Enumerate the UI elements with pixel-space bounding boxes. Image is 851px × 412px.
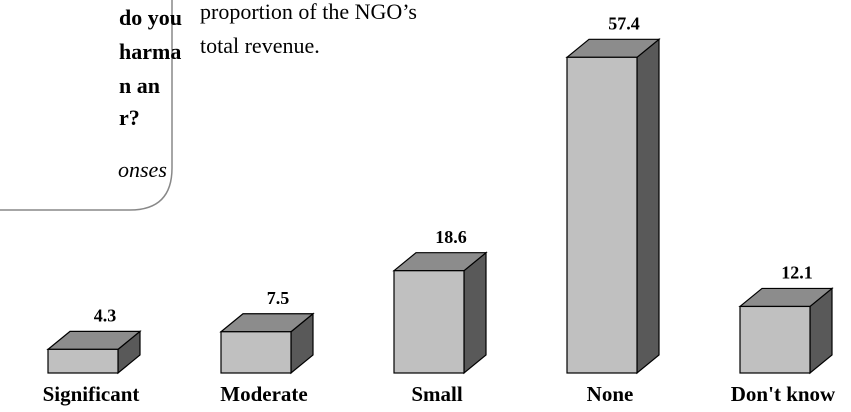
bar [739,305,811,374]
note-line: total revenue. [200,33,320,58]
bar [47,348,119,374]
callout-line: n an [119,73,160,98]
value-label: 18.6 [435,227,467,247]
value-label: 4.3 [94,305,117,325]
value-label: 12.1 [781,263,813,283]
x-tick-label: Significant [43,382,140,406]
callout-line: do you [119,5,182,30]
bar [566,56,638,374]
bar [220,331,292,374]
callout-note: onses [118,157,167,182]
note-line: proportion of the NGO’s [200,0,417,24]
callout-line: r? [119,105,140,130]
bar-side [636,38,660,375]
x-tick-label: Don't know [731,382,836,406]
x-tick-label: Moderate [220,382,307,406]
x-tick-label: None [587,382,634,406]
bar [393,270,465,374]
x-tick-label: Small [411,382,463,406]
bar-side [463,251,487,375]
value-label: 7.5 [267,288,290,308]
callout-box [0,0,173,211]
value-label: 57.4 [608,13,640,33]
callout-line: harma [119,39,181,64]
